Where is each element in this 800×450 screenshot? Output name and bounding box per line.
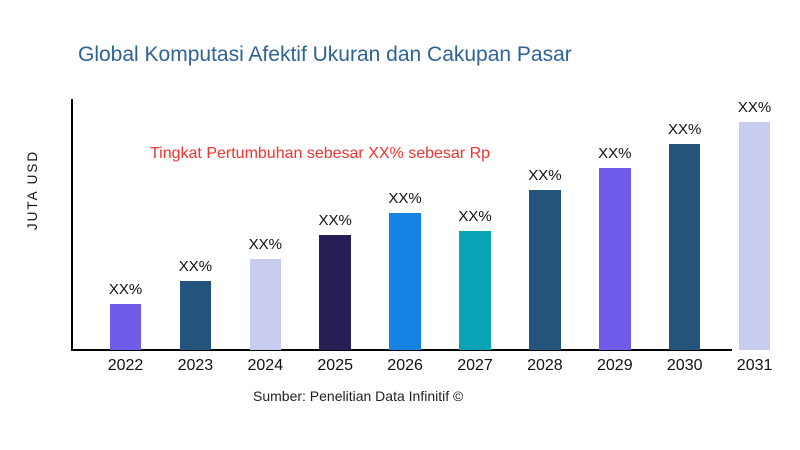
bar-2029 <box>599 168 631 350</box>
bar-2031 <box>738 122 771 350</box>
x-axis-line <box>71 349 732 351</box>
bar-value-label: XX% <box>388 190 422 207</box>
bar-value-label: XX% <box>318 212 352 229</box>
x-tick-label: 2022 <box>107 357 144 374</box>
bar-2030 <box>668 144 701 350</box>
bar-value-label: XX% <box>458 208 492 225</box>
bar-value-label: XX% <box>668 121 702 138</box>
bar-value-label: XX% <box>598 145 632 162</box>
bar-value-label: XX% <box>108 281 143 298</box>
x-tick-label: 2026 <box>387 357 423 374</box>
bar-2026 <box>389 213 421 350</box>
growth-rate-annotation: Tingkat Pertumbuhan sebesar XX% sebesar … <box>150 145 491 162</box>
x-tick-label: 2023 <box>177 357 214 374</box>
bar-2025 <box>319 235 351 350</box>
x-tick-label: 2027 <box>457 357 493 374</box>
y-axis-line <box>71 99 73 350</box>
bar-value-label: XX% <box>178 258 213 275</box>
source-attribution: Sumber: Penelitian Data Infinitif © <box>253 388 464 404</box>
x-tick-label: 2025 <box>317 357 353 374</box>
bar-2028 <box>529 190 561 350</box>
bar-value-label: XX% <box>528 167 562 184</box>
x-tick-label: 2028 <box>527 357 563 374</box>
x-tick-label: 2031 <box>736 357 773 374</box>
bar-value-label: XX% <box>737 99 772 116</box>
chart-title: Global Komputasi Afektif Ukuran dan Caku… <box>78 43 572 66</box>
bar-value-label: XX% <box>248 236 282 253</box>
bar-2024 <box>249 259 282 350</box>
bar-2022 <box>109 304 142 350</box>
y-axis-label: JUTA USD <box>25 149 40 231</box>
x-tick-label: 2030 <box>666 357 703 374</box>
bar-2023 <box>179 281 212 350</box>
x-tick-label: 2029 <box>597 357 633 374</box>
bar-2027 <box>459 231 491 350</box>
x-tick-label: 2024 <box>247 357 284 374</box>
